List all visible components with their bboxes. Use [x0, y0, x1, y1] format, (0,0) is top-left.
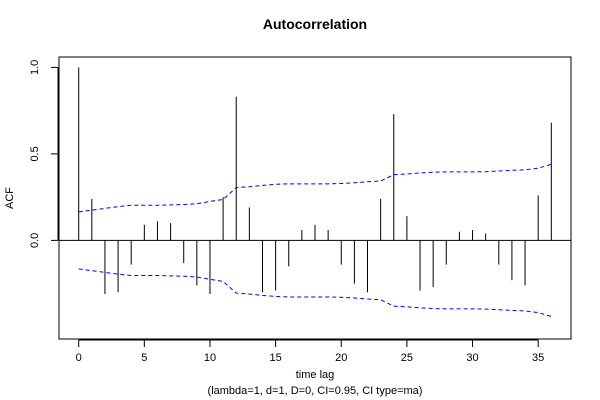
- x-tick-label-20: 20: [335, 352, 347, 364]
- y-axis: 0.0 0.5 1.0: [29, 60, 59, 248]
- ci-lower-line: [78, 268, 552, 317]
- x-tick-label-30: 30: [466, 352, 478, 364]
- plot-frame: [58, 56, 572, 340]
- x-tick-label-15: 15: [269, 352, 281, 364]
- x-tick-label-25: 25: [401, 352, 413, 364]
- y-tick-label-0: 0.0: [29, 233, 41, 248]
- chart-subtitle: (lambda=1, d=1, D=0, CI=0.95, CI type=ma…: [208, 385, 423, 397]
- y-tick-label-1: 0.5: [29, 146, 41, 161]
- x-tick-label-5: 5: [141, 352, 147, 364]
- acf-bars: [78, 67, 552, 295]
- x-tick-label-0: 0: [76, 352, 82, 364]
- x-tick-label-35: 35: [532, 352, 544, 364]
- chart-title: Autocorrelation: [263, 16, 367, 32]
- y-axis-label: ACF: [4, 187, 16, 209]
- ci-upper-line: [78, 163, 552, 213]
- x-axis-label: time lag: [296, 369, 335, 381]
- x-axis: 0 5 10 15 20 25 30 35: [76, 339, 544, 364]
- confidence-bands: [78, 163, 552, 317]
- y-tick-label-2: 1.0: [29, 60, 41, 75]
- x-tick-label-10: 10: [204, 352, 216, 364]
